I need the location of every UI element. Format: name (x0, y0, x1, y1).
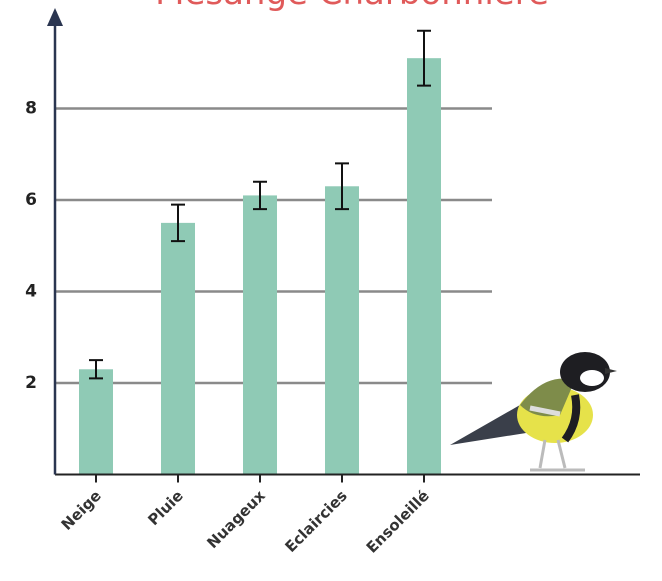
bar (325, 186, 359, 475)
error-bar (335, 162, 349, 211)
chart-title: Mésange Charbonnière (155, 0, 549, 13)
bar (161, 222, 195, 475)
y-tick-label: 8 (25, 99, 37, 119)
error-bar (89, 359, 103, 380)
error-bar (253, 180, 267, 211)
bar (243, 195, 277, 475)
x-tick-label: Eclaircies (281, 487, 350, 556)
y-tick-label: 6 (25, 190, 37, 210)
y-tick-label: 2 (25, 373, 37, 393)
bar (79, 369, 113, 475)
x-tick-label: Neige (58, 487, 105, 534)
x-tick-label: Nuageux (203, 486, 269, 552)
error-bar (417, 29, 431, 87)
bird-illustration (450, 352, 617, 472)
error-bar (171, 203, 185, 243)
x-tick-label: Pluie (144, 487, 187, 530)
y-axis-arrow (47, 8, 63, 26)
y-tick-label: 4 (25, 282, 37, 302)
bar (407, 58, 441, 475)
x-tick-label: Ensoleillé (363, 487, 433, 557)
